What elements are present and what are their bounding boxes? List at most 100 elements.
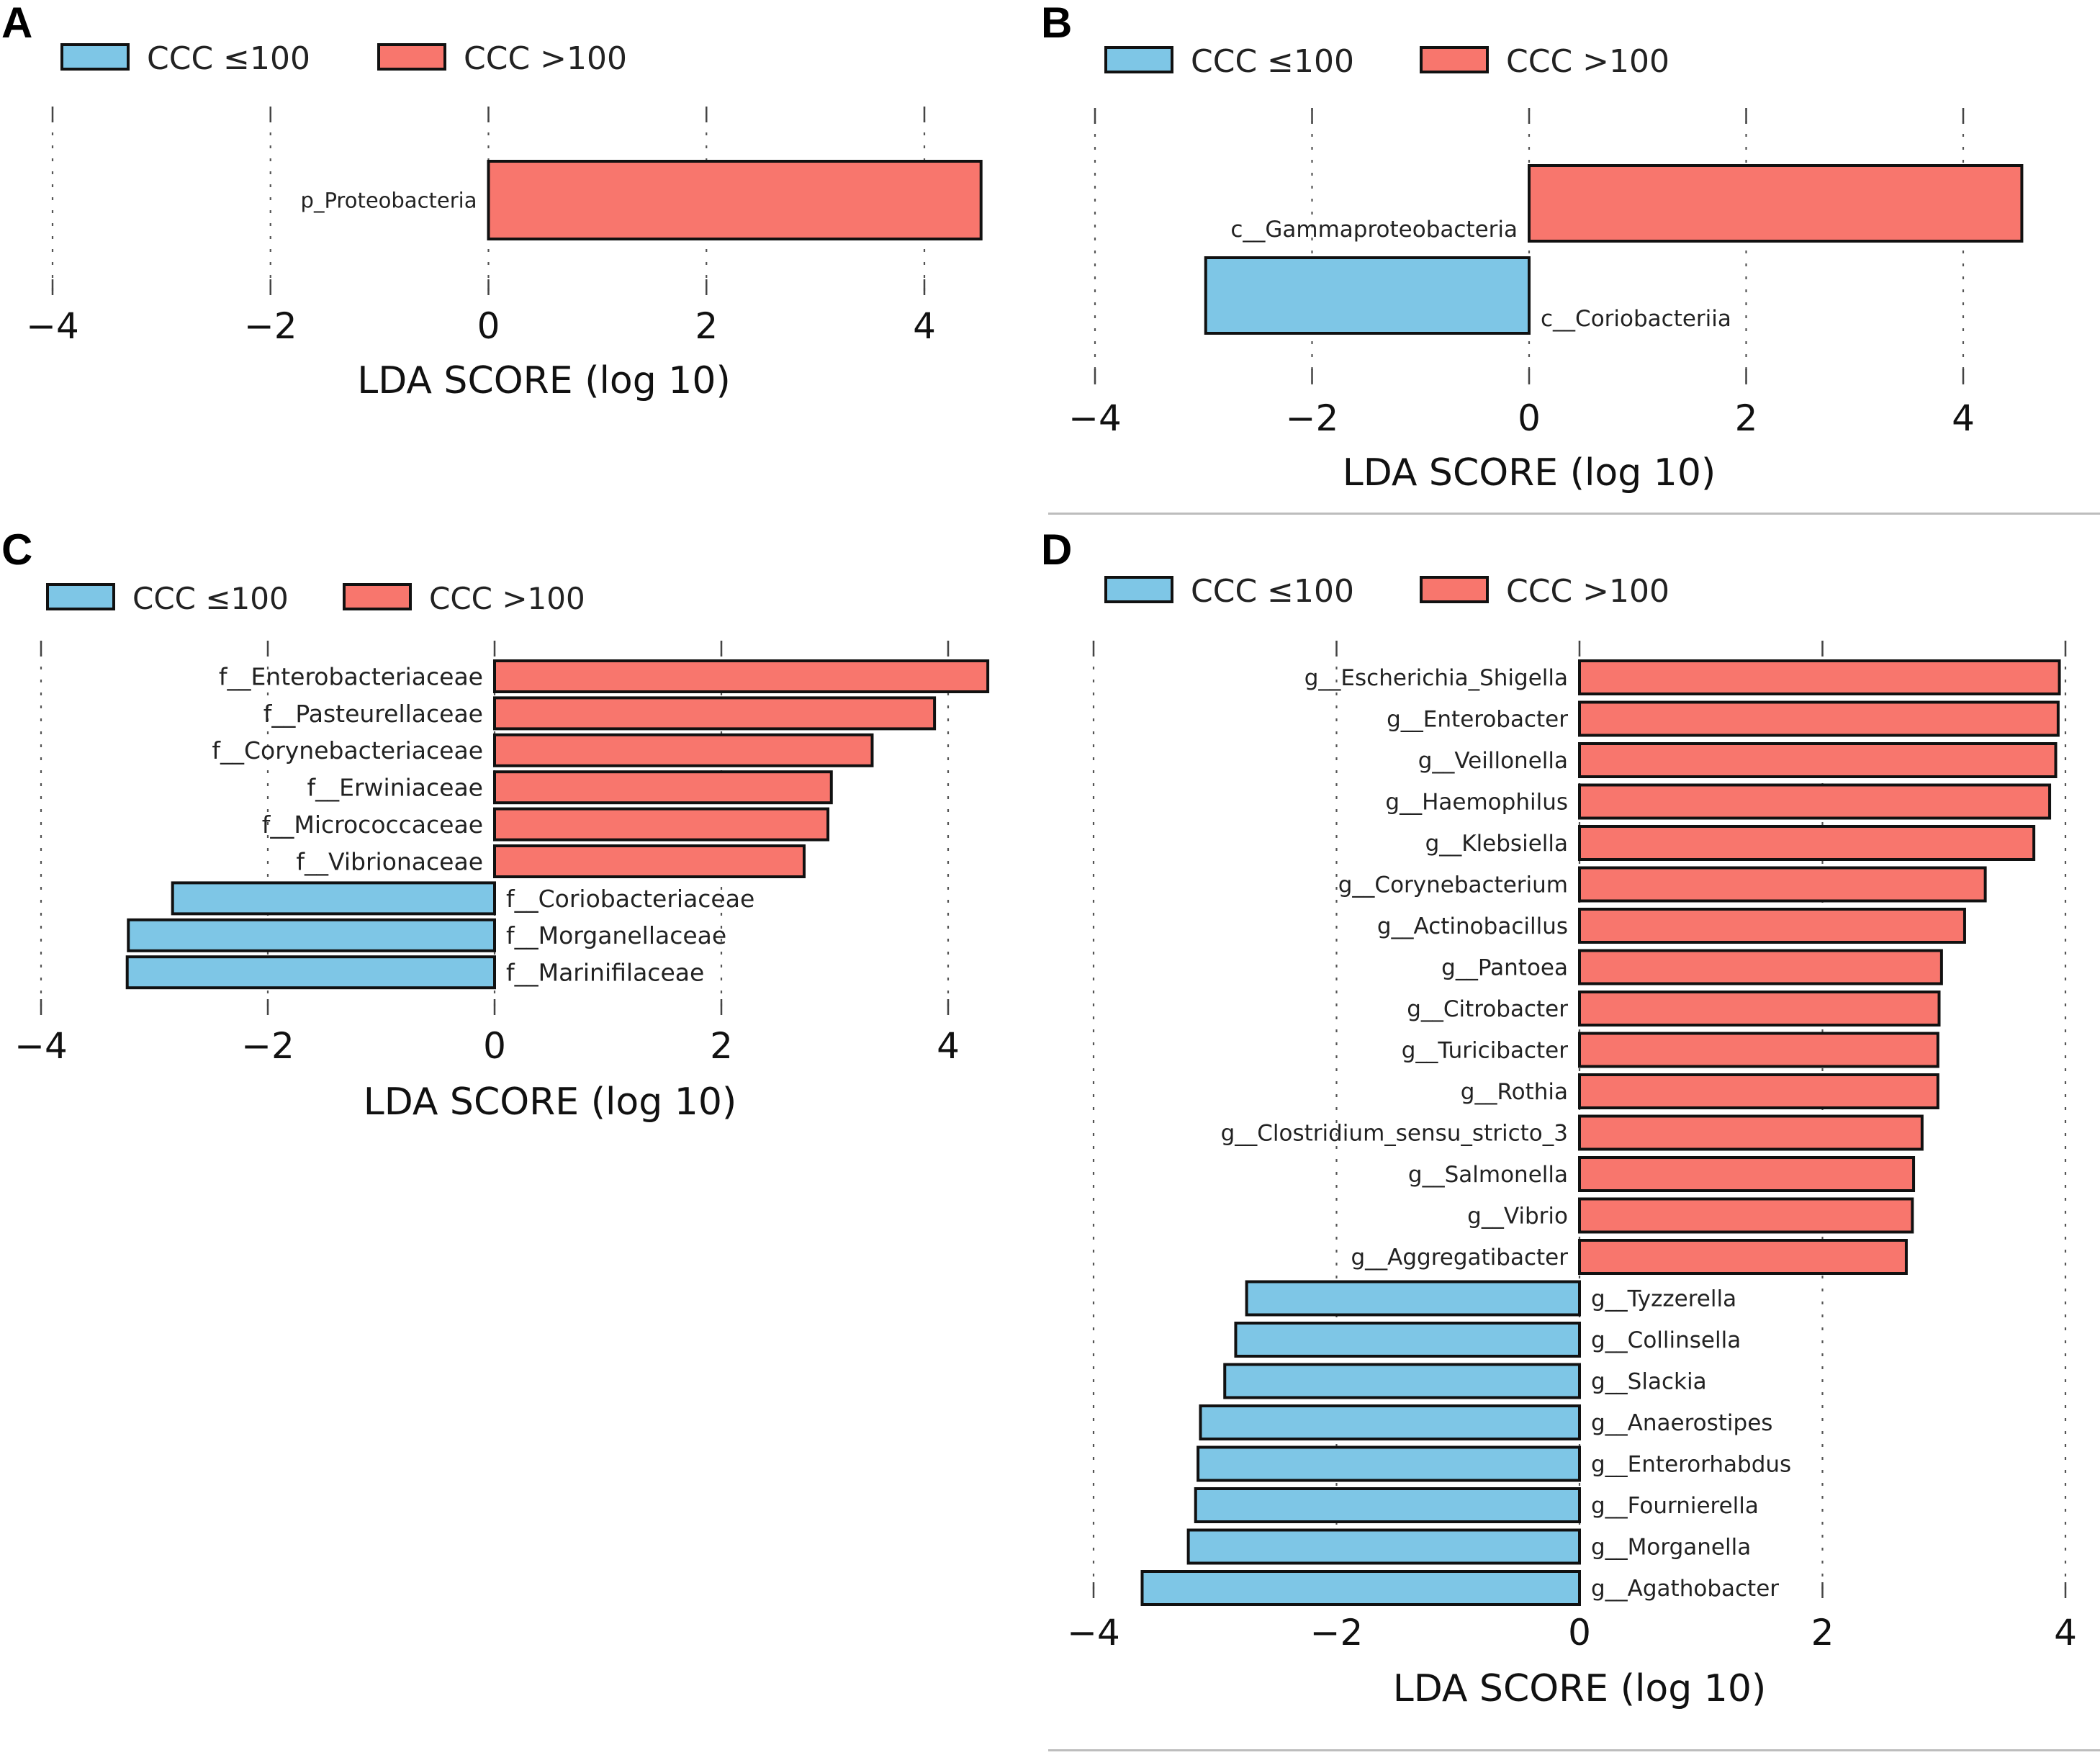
bar-g-vibrio[interactable] [1578, 1197, 1914, 1234]
x-tick-label: 2 [695, 305, 718, 347]
bar-f-marinifilaceae[interactable] [125, 955, 496, 990]
bar-g-klebsiella[interactable] [1578, 825, 2036, 861]
bar-g-citrobacter[interactable] [1578, 991, 1941, 1027]
bar-label: g__Tyzzerella [1591, 1286, 1736, 1312]
legend-swatch-high [1420, 46, 1489, 73]
x-tick-label: 4 [913, 305, 936, 347]
legend-swatch-low [1104, 46, 1173, 73]
bar-label: f__Erwiniaceae [307, 774, 483, 802]
bar-g-anaerostipes[interactable] [1199, 1404, 1581, 1440]
panel-b: CCC ≤100 CCC >100 −4 −2 0 2 4 c__Gammaproteobac… [1051, 0, 2100, 518]
x-axis-title: LDA SCORE (log 10) [1343, 451, 1716, 495]
legend-label-low: CCC ≤100 [1191, 43, 1354, 80]
legend-label-low: CCC ≤100 [147, 40, 310, 77]
bar-label: g__Anaerostipes [1591, 1410, 1772, 1436]
panel-label-b: B [1041, 0, 1073, 47]
bar-f-erwiniaceae[interactable] [493, 770, 833, 805]
legend-swatch-high [1420, 576, 1489, 603]
bar-g-actinobacillus[interactable] [1578, 908, 1966, 944]
x-axis-title: LDA SCORE (log 10) [1393, 1667, 1767, 1710]
bar-label: f__Enterobacteriaceae [219, 662, 483, 690]
bar-label: g__Salmonella [1408, 1162, 1568, 1188]
panel-label-c: C [1, 525, 33, 574]
bar-label: g__Aggregatibacter [1351, 1245, 1568, 1271]
bar-label: g__Rothia [1461, 1079, 1568, 1105]
bar-g-tyzzerella[interactable] [1245, 1280, 1581, 1317]
x-axis-title: LDA SCORE (log 10) [364, 1080, 737, 1124]
legend-swatch-low [1104, 576, 1173, 603]
bar-label: c__Coriobacteriia [1541, 306, 1731, 332]
bar-c-gammaproteobacteria[interactable] [1528, 164, 2024, 243]
bar-label: g__Veillonella [1418, 748, 1568, 774]
legend-label-high: CCC >100 [1506, 573, 1669, 610]
bar-label: g__Pantoea [1441, 955, 1568, 981]
legend: CCC ≤100 CCC >100 [1104, 43, 1669, 80]
bar-label: g__Klebsiella [1425, 831, 1568, 857]
legend-swatch-high [343, 583, 412, 610]
bar-p-proteobacteria[interactable] [487, 160, 983, 240]
bar-f-pasteurellaceae[interactable] [493, 696, 937, 731]
bar-label: g__Slackia [1591, 1369, 1707, 1395]
bar-label: f__Morganellaceae [506, 921, 726, 949]
panel-a: CCC ≤100 CCC >100 −4 −2 0 2 4 p_Proteobacteria L… [0, 0, 1051, 504]
bar-label: f__Coriobacteriaceae [506, 885, 754, 913]
divider-d [1048, 1749, 2100, 1751]
x-tick-label: −2 [244, 305, 297, 347]
bar-g-haemophilus[interactable] [1578, 783, 2052, 820]
x-tick-label: 4 [2054, 1612, 2077, 1654]
bar-f-enterobacteriaceae[interactable] [493, 659, 990, 693]
bar-label: g__Clostridium_sensu_stricto_3 [1221, 1121, 1568, 1147]
bar-g-clostridium-sensu-stricto-3[interactable] [1578, 1114, 1924, 1151]
x-tick-label: 2 [1811, 1612, 1834, 1654]
bar-g-slackia[interactable] [1223, 1363, 1581, 1399]
x-tick-label: −2 [1286, 397, 1339, 439]
bar-f-coriobacteriaceae[interactable] [171, 881, 496, 916]
legend-label-high: CCC >100 [1506, 43, 1669, 80]
legend: CCC ≤100 CCC >100 [46, 581, 585, 616]
x-tick-label: 4 [937, 1025, 960, 1067]
bar-g-salmonella[interactable] [1578, 1156, 1916, 1192]
bar-label: g__Fournierella [1591, 1493, 1759, 1519]
x-tick-label: 0 [477, 305, 500, 347]
bar-label: g__Agathobacter [1591, 1576, 1779, 1602]
bar-g-morganella[interactable] [1186, 1528, 1581, 1565]
legend-label-low: CCC ≤100 [132, 581, 289, 616]
bar-g-veillonella[interactable] [1578, 742, 2058, 778]
bar-g-fournierella[interactable] [1194, 1487, 1581, 1523]
bar-g-escherichia-shigella[interactable] [1578, 659, 2061, 695]
bar-g-corynebacterium[interactable] [1578, 866, 1987, 903]
legend: CCC ≤100 CCC >100 [60, 40, 627, 77]
bar-label: g__Collinsella [1591, 1327, 1741, 1353]
bar-g-rothia[interactable] [1578, 1073, 1939, 1109]
x-tick-label: −4 [1067, 1612, 1120, 1654]
bar-label: f__Corynebacteriaceae [212, 736, 483, 764]
legend: CCC ≤100 CCC >100 [1104, 573, 1669, 610]
bar-label: g__Actinobacillus [1377, 913, 1568, 939]
bar-g-pantoea[interactable] [1578, 949, 1943, 985]
panel-label-d: D [1041, 525, 1073, 574]
bar-label: g__Turicibacter [1402, 1038, 1569, 1064]
bar-label: g__Vibrio [1467, 1204, 1568, 1230]
bar-g-aggregatibacter[interactable] [1578, 1239, 1908, 1275]
bar-f-corynebacteriaceae[interactable] [493, 733, 874, 767]
bar-label: p_Proteobacteria [301, 188, 477, 212]
legend-label-high: CCC >100 [429, 581, 585, 616]
x-axis-title: LDA SCORE (log 10) [357, 359, 731, 402]
x-tick-label: 2 [1735, 397, 1758, 439]
bar-f-vibrionaceae[interactable] [493, 844, 806, 878]
bar-label: g__Morganella [1591, 1535, 1751, 1561]
bar-g-agathobacter[interactable] [1140, 1570, 1581, 1606]
x-tick-label: −4 [26, 305, 79, 347]
bar-c-coriobacteriia[interactable] [1204, 256, 1531, 335]
bar-g-enterobacter[interactable] [1578, 700, 2060, 737]
bar-label: f__Micrococcaceae [262, 811, 483, 839]
bar-g-enterorhabdus[interactable] [1197, 1445, 1581, 1482]
bar-f-micrococcaceae[interactable] [493, 807, 830, 842]
bar-label: g__Enterorhabdus [1591, 1452, 1791, 1478]
bar-g-collinsella[interactable] [1234, 1322, 1581, 1358]
bar-f-morganellaceae[interactable] [127, 918, 496, 952]
bar-g-turicibacter[interactable] [1578, 1032, 1939, 1068]
panel-d: CCC ≤100 CCC >100 −4 −2 0 2 4 g__Escherichia_Sh… [1051, 525, 2100, 1755]
legend-swatch-low [46, 583, 115, 610]
panel-label-a: A [1, 0, 33, 47]
